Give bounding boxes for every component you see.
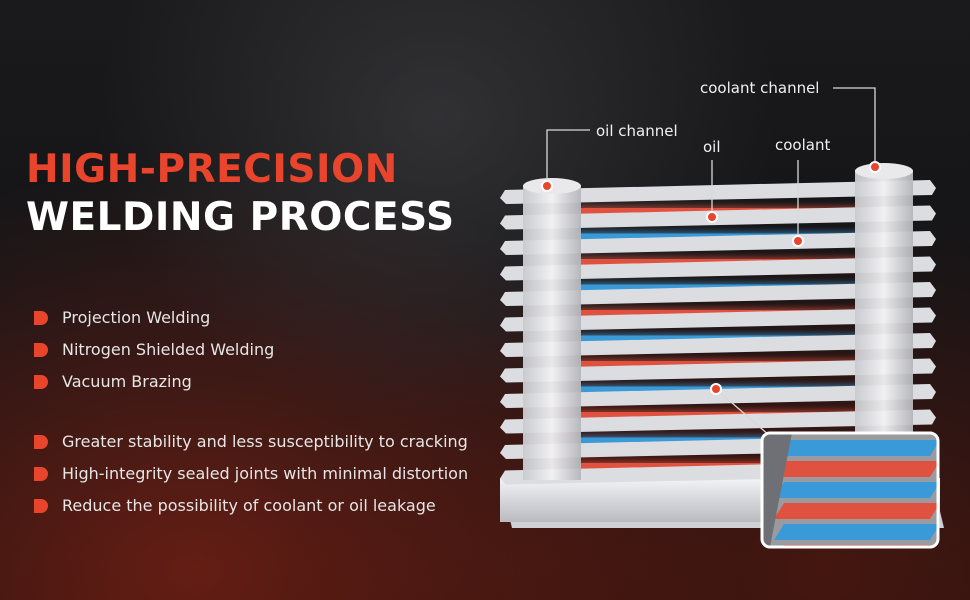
zoom-coolant-layer xyxy=(774,524,938,540)
list-item: Projection Welding xyxy=(34,302,274,334)
marker-dots xyxy=(541,161,881,395)
bullet-icon xyxy=(34,499,48,513)
headline-line-2: WELDING PROCESS xyxy=(26,195,455,240)
bullet-icon xyxy=(34,467,48,481)
list-item-label: Projection Welding xyxy=(62,308,211,327)
list-item-label: Nitrogen Shielded Welding xyxy=(62,340,275,359)
fin-plate xyxy=(500,256,936,281)
fin-plate xyxy=(500,358,936,383)
label-coolant-channel: coolant channel xyxy=(700,79,819,97)
zoom-coolant-layer xyxy=(774,482,938,498)
bullet-icon xyxy=(34,311,48,325)
welding-methods-list: Projection Welding Nitrogen Shielded Wel… xyxy=(34,302,274,398)
fin-plate xyxy=(500,384,936,408)
bullet-icon xyxy=(34,435,48,449)
list-item: High-integrity sealed joints with minima… xyxy=(34,458,468,490)
list-item: Nitrogen Shielded Welding xyxy=(34,334,274,366)
fin-plate xyxy=(500,282,936,306)
list-item: Reduce the possibility of coolant or oil… xyxy=(34,490,468,522)
headline-line-1: HIGH-PRECISION xyxy=(26,147,398,192)
fin-plate xyxy=(500,231,936,255)
headline: HIGH-PRECISION WELDING PROCESS xyxy=(26,146,455,242)
bullet-icon xyxy=(34,343,48,357)
list-item: Vacuum Brazing xyxy=(34,366,274,398)
fin-plate xyxy=(500,205,936,230)
zoom-detail-inset xyxy=(760,431,940,549)
fin-plate xyxy=(500,180,936,204)
list-item-label: Vacuum Brazing xyxy=(62,372,192,391)
bullet-icon xyxy=(34,375,48,389)
label-oil: oil xyxy=(703,138,721,156)
zoom-oil-layer xyxy=(774,461,938,477)
label-oil-channel: oil channel xyxy=(596,122,678,140)
coolant-channel-post xyxy=(855,163,913,475)
zoom-edge-shadow xyxy=(762,433,792,547)
list-item-label: High-integrity sealed joints with minima… xyxy=(62,464,469,483)
benefits-list: Greater stability and less susceptibilit… xyxy=(34,426,468,522)
oil-channel-post xyxy=(523,178,581,480)
label-coolant: coolant xyxy=(775,136,830,154)
fin-plate xyxy=(500,333,936,357)
list-item-label: Reduce the possibility of coolant or oil… xyxy=(62,496,436,515)
fin-plate xyxy=(500,307,936,332)
list-item: Greater stability and less susceptibilit… xyxy=(34,426,468,458)
list-item-label: Greater stability and less susceptibilit… xyxy=(62,432,468,451)
leader-lines xyxy=(546,87,876,437)
fin-plate xyxy=(500,409,936,434)
zoom-oil-layer xyxy=(774,503,938,519)
zoom-coolant-layer xyxy=(774,440,938,456)
